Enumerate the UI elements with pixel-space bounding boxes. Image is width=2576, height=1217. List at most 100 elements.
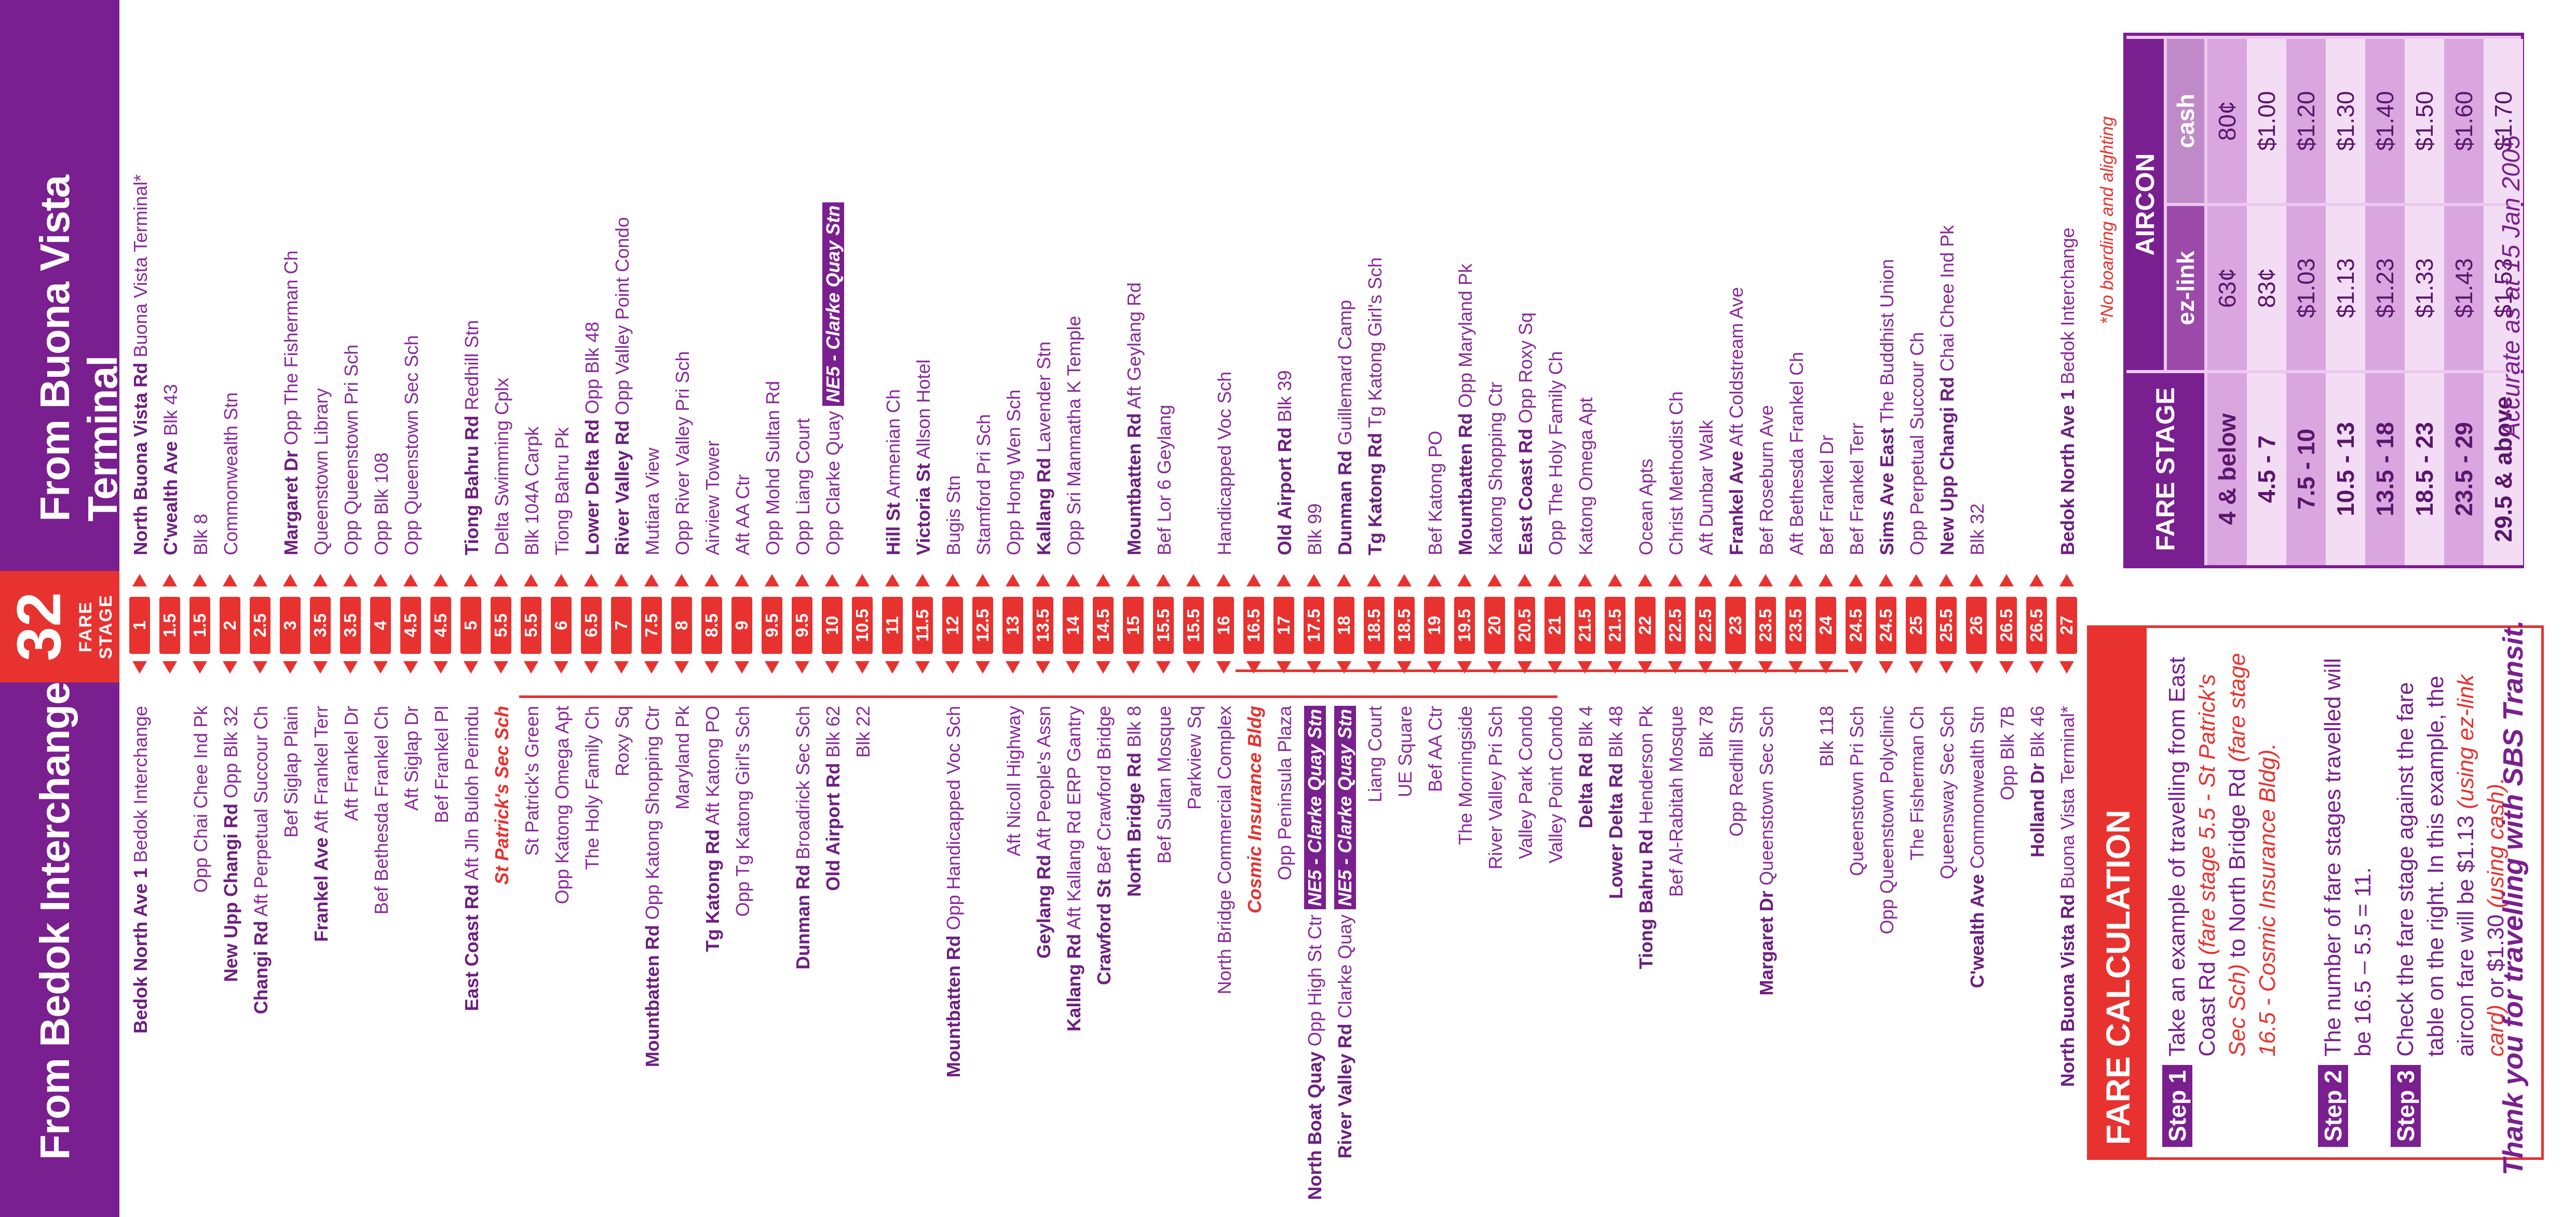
left-stop-part: The Morningside	[1455, 706, 1476, 845]
fare-stage-pill: 19.5	[1454, 597, 1475, 654]
fare-stage-pill: 20.5	[1514, 597, 1535, 654]
right-stop-part: Hill St	[883, 502, 904, 555]
route-number: 32	[4, 592, 74, 662]
arrow-right-icon	[2059, 574, 2074, 586]
arrow-left-icon	[855, 661, 870, 674]
arrow-left-icon	[1006, 661, 1020, 674]
right-stop-part: Katong Omega Apt	[1575, 397, 1596, 555]
fare-table-cell: $1.13	[2326, 206, 2365, 370]
left-stop-part: Dunman Rd	[792, 865, 814, 970]
right-stop-name: Mutiara View	[642, 448, 663, 555]
fare-stage-pill: 1.5	[159, 597, 180, 654]
right-stop-part: Tiong Bahru Pk	[551, 427, 573, 555]
arrow-left-icon	[464, 661, 478, 674]
right-stop-part: Stamford Pri Sch	[973, 414, 994, 555]
fare-stage-pill: 25	[1906, 597, 1927, 654]
left-stop-part: Blk 46	[2027, 706, 2048, 763]
left-stop-name: Opp Chai Chee Ind Pk	[190, 706, 212, 893]
header-right-title: From Buona Vista Terminal	[32, 175, 126, 522]
stop-row: Delta Rd Blk 4 21.5 Katong Omega Apt	[1570, 0, 1600, 1217]
left-stop-part: New Upp Changi Rd	[220, 803, 241, 982]
stop-row: Opp Queenstown Polyclinic 24.5 Sims Ave Ea…	[1871, 0, 1901, 1217]
arrow-left-icon	[825, 661, 839, 674]
right-stop-part: Chai Chee Ind Pk	[1936, 225, 1958, 377]
left-stop-name: Opp Blk 7B	[1997, 706, 2018, 800]
fare-stage-pill: 18.5	[1394, 597, 1415, 654]
arrow-left-icon	[795, 661, 809, 674]
stop-row: North Bridge Rd Blk 8 15 Mountbatten Rd Af…	[1118, 0, 1148, 1217]
left-stop-part: Aft Frankel Terr	[310, 706, 332, 838]
arrow-left-icon	[193, 661, 207, 674]
right-stop-part: Bugis Stn	[943, 475, 964, 555]
route-number-badge: 32 FARE STAGE	[0, 571, 119, 682]
arrow-right-icon	[223, 574, 237, 586]
step-3: Step 3 Check the fare stage against the f…	[2391, 638, 2511, 1147]
fare-stage-pill: 1	[129, 597, 150, 654]
stop-row: The Holy Family Ch 6.5 Lower Delta Rd Opp …	[576, 0, 606, 1217]
right-stop-part: Bef Frankel Dr	[1816, 434, 1837, 555]
left-stop-name: Queenstown Pri Sch	[1846, 706, 1868, 876]
right-stop-part: Kallang Rd	[1033, 457, 1054, 555]
left-stop-name: Opp Peninsula Plaza	[1274, 706, 1296, 880]
right-stop-name: Opp Clarke Quay NE5 - Clarke Quay Stn	[822, 202, 844, 555]
right-stop-part: Opp River Valley Pri Sch	[672, 351, 693, 555]
arrow-left-icon	[132, 661, 147, 674]
left-stop-name: The Fisherman Ch	[1906, 706, 1928, 860]
right-stop-part: Allson Hotel	[913, 359, 934, 463]
stop-row: Blk 22 10.5	[847, 0, 877, 1217]
left-stop-part: Aft Perpetual Succour Ch	[250, 706, 272, 921]
left-stop-part: Blk 78	[1696, 706, 1717, 758]
stop-row: UE Square 18.5	[1389, 0, 1419, 1217]
connector-line-st-patricks	[519, 695, 1557, 698]
right-stop-part: Katong Shopping Ctr	[1485, 381, 1506, 555]
right-stop-name: Opp Blk 108	[371, 453, 392, 555]
arrow-left-icon	[1156, 661, 1171, 674]
header-left-title: From Bedok Interchange	[32, 682, 78, 1160]
fare-table-cell: 10.5 - 13	[2326, 373, 2365, 565]
arrow-right-icon	[1999, 574, 2014, 586]
fare-stage-pill: 7	[611, 597, 632, 654]
left-stop-part: Bef Sultan Mosque	[1154, 706, 1175, 864]
left-stop-part: Geylang Rd	[1033, 855, 1054, 959]
fare-stage-pill: 10	[822, 597, 843, 654]
arrow-right-icon	[915, 574, 930, 586]
fare-stage-pill: 21	[1544, 597, 1565, 654]
fare-stage-pill: 1.5	[189, 597, 210, 654]
arrow-left-icon	[433, 661, 448, 674]
left-stop-part: Delta Rd	[1575, 753, 1596, 829]
stop-row: Bef Sultan Mosque 15.5 Bef Lor 6 Geylang	[1148, 0, 1178, 1217]
fare-stage-pill: 26	[1966, 597, 1987, 654]
stop-row: Roxy Sq 7 River Valley Rd Opp Valley Point…	[606, 0, 636, 1217]
left-stop-part: Crawford St	[1093, 879, 1115, 986]
left-stop-part: UE Square	[1394, 706, 1416, 798]
arrow-right-icon	[1548, 574, 1562, 586]
arrow-right-icon	[1036, 574, 1050, 586]
left-stop-name: Kallang Rd Aft Kallang Rd ERP Gantry	[1063, 706, 1085, 1032]
stop-row: Queensway Sec Sch 25.5 New Upp Changi Rd C…	[1931, 0, 1961, 1217]
right-stop-name: Opp Sri Manmatha K Temple	[1063, 316, 1085, 555]
fare-stage-pill: 6	[551, 597, 572, 654]
right-stop-part: Blk 99	[1304, 503, 1325, 555]
left-stop-name: Tiong Bahru Rd Henderson Pk	[1635, 706, 1657, 969]
left-stop-name: Valley Point Condo	[1545, 706, 1567, 864]
stop-row: Liang Court 18.5 Tg Katong Rd Tg Katong Gi…	[1359, 0, 1389, 1217]
stop-row: Bedok North Ave 1 Bedok Interchange 1 Nort…	[125, 0, 155, 1217]
stop-row: Opp Redhill Stn 23 Frankel Ave Aft Coldstr…	[1720, 0, 1751, 1217]
fare-table-cash-header: cash	[2167, 39, 2204, 203]
left-stop-part: Changi Rd	[250, 921, 272, 1015]
right-stop-part: Opp Hong Wen Sch	[1003, 389, 1024, 555]
fare-stage-pill: 25.5	[1936, 597, 1957, 654]
arrow-right-icon	[1879, 574, 1893, 586]
no-boarding-note: *No boarding and alighting	[2097, 116, 2117, 324]
right-stop-part: Opp The Holy Family Ch	[1545, 351, 1566, 555]
step-1-text-c: to North Bridge Rd	[2225, 762, 2250, 964]
arrow-left-icon	[1879, 661, 1893, 674]
right-stop-name: Opp River Valley Pri Sch	[672, 351, 694, 555]
left-stop-part: Aft Jln Buloh Perindu	[461, 706, 482, 885]
right-stop-name: Bef Frankel Dr	[1816, 435, 1838, 555]
stop-row: New Upp Changi Rd Opp Blk 32 2 Commonwealt…	[215, 0, 245, 1217]
fare-table-cell: 63¢	[2207, 206, 2247, 370]
stop-row: North Boat Quay Opp High St Ctr NE5 - Cl…	[1299, 0, 1329, 1217]
right-stop-name: Delta Swimming Cplx	[491, 378, 513, 555]
right-stop-part: Bef Lor 6 Geylang	[1154, 404, 1175, 555]
